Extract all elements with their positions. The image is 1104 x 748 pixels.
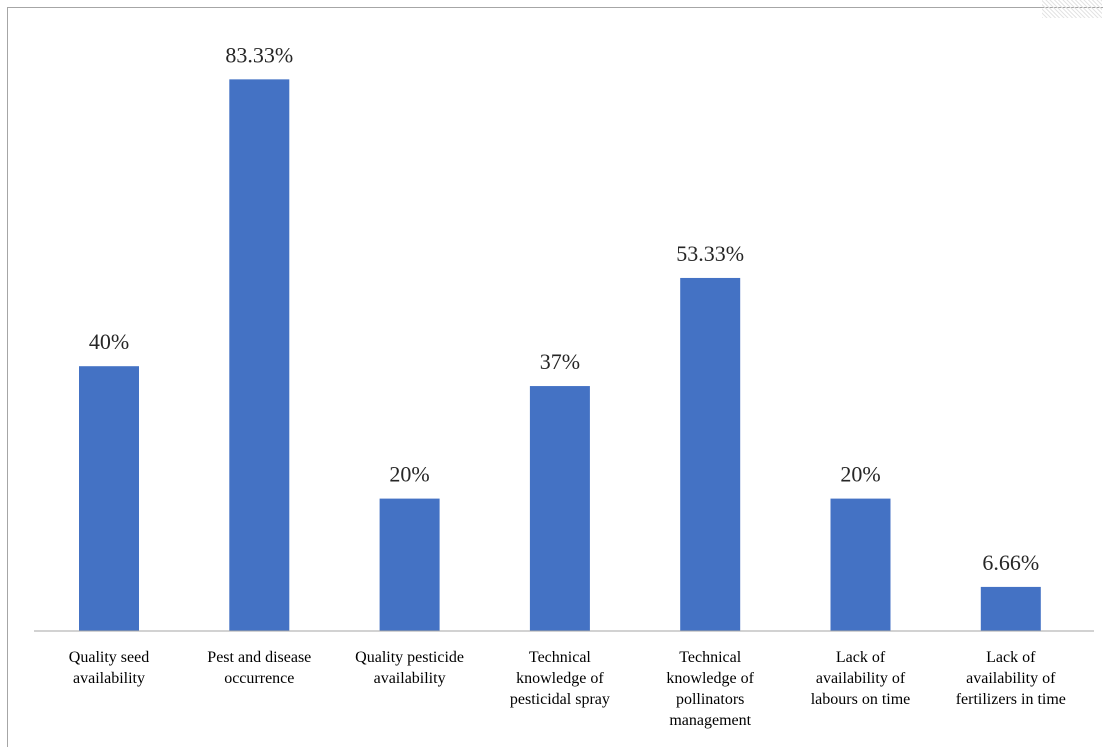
category-label-line: Quality seed (69, 649, 149, 666)
category-label-line: management (669, 712, 751, 729)
category-label-line: availability of (966, 670, 1056, 687)
data-label-4: 37% (540, 349, 580, 374)
category-label-line: pesticidal spray (510, 691, 610, 708)
category-label-4: Technical knowledge of pesticidal spray (510, 649, 610, 708)
bar-5 (680, 277, 741, 631)
bar-7 (980, 586, 1041, 631)
data-label-1: 40% (89, 329, 129, 354)
category-label-3: Quality pesticide availability (355, 649, 464, 687)
category-label-line: knowledge of (666, 670, 754, 687)
category-label-line: labours on time (811, 691, 911, 708)
bar-3 (379, 498, 440, 631)
bar-6 (830, 498, 891, 631)
watermark-corner (1042, 0, 1102, 18)
data-label-6: 20% (840, 462, 880, 487)
category-label-line: availability (73, 670, 145, 687)
bars-group (79, 79, 1041, 631)
category-label-line: pollinators (676, 691, 744, 708)
category-label-line: fertilizers in time (956, 691, 1066, 708)
category-label-7: Lack of availability of fertilizers in tim… (956, 649, 1066, 708)
data-labels-group: 40% 83.33% 20% 37% 53.33% 20% 6.66% (89, 42, 1039, 575)
category-label-line: Quality pesticide (355, 649, 464, 666)
category-label-line: Lack of (986, 649, 1036, 666)
category-labels-group: Quality seed availability Pest and disease… (69, 649, 1066, 729)
data-label-7: 6.66% (982, 550, 1039, 575)
data-label-3: 20% (389, 462, 429, 487)
category-label-line: Technical (679, 649, 742, 666)
category-label-line: availability (374, 670, 446, 687)
category-label-line: knowledge of (516, 670, 604, 687)
category-label-6: Lack of availability of labours on time (811, 649, 911, 708)
bar-2 (229, 79, 290, 631)
data-label-2: 83.33% (225, 42, 293, 67)
category-label-line: occurrence (224, 670, 294, 687)
category-label-line: Lack of (836, 649, 886, 666)
category-label-line: Technical (529, 649, 592, 666)
category-label-line: Pest and disease (207, 649, 311, 666)
category-label-1: Quality seed availability (69, 649, 149, 687)
category-label-line: availability of (816, 670, 906, 687)
category-label-5: Technical knowledge of pollinators manageme… (666, 649, 754, 729)
bar-1 (79, 366, 139, 631)
category-label-2: Pest and disease occurrence (207, 649, 311, 687)
bar-4 (529, 386, 590, 631)
data-label-5: 53.33% (676, 241, 744, 266)
